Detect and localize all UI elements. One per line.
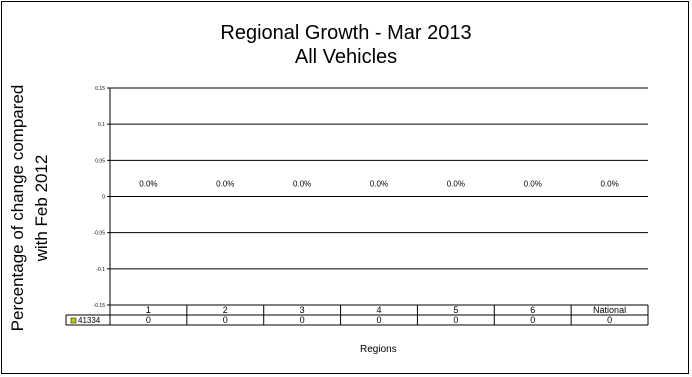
data-label: 0.0% (139, 180, 157, 189)
category-label: 6 (530, 305, 535, 315)
data-label: 0.0% (524, 180, 542, 189)
table-cell-value: 0 (607, 315, 612, 325)
table-cell-value: 0 (146, 315, 151, 325)
chart-title: Regional Growth - Mar 2013 (220, 22, 472, 44)
table-cell-value: 0 (300, 315, 305, 325)
category-label: 5 (453, 305, 458, 315)
data-label: 0.0% (370, 180, 388, 189)
y-tick-label: -0.1 (96, 267, 105, 273)
legend-series-name: 41334 (78, 316, 101, 325)
table-cell-value: 0 (223, 315, 228, 325)
category-label: National (593, 305, 626, 315)
data-label: 0.0% (216, 180, 234, 189)
x-axis-label: Regions (360, 344, 397, 355)
y-tick-label: 0.05 (95, 158, 105, 164)
y-tick-label: -0.05 (94, 231, 106, 237)
category-label: 4 (376, 305, 381, 315)
table-cell-value: 0 (376, 315, 381, 325)
y-tick-label: 0.15 (95, 86, 105, 92)
y-tick-label: -0.15 (94, 303, 106, 309)
y-tick-label: 0.1 (98, 122, 105, 128)
category-label: 2 (223, 305, 228, 315)
data-label: 0.0% (447, 180, 465, 189)
legend-swatch (70, 317, 77, 324)
table-cell-value: 0 (530, 315, 535, 325)
category-label: 3 (300, 305, 305, 315)
table-cell-value: 0 (453, 315, 458, 325)
data-label: 0.0% (600, 180, 618, 189)
category-label: 1 (146, 305, 151, 315)
chart-subtitle: All Vehicles (294, 46, 398, 68)
data-label: 0.0% (293, 180, 311, 189)
y-tick-label: 0 (102, 195, 105, 201)
